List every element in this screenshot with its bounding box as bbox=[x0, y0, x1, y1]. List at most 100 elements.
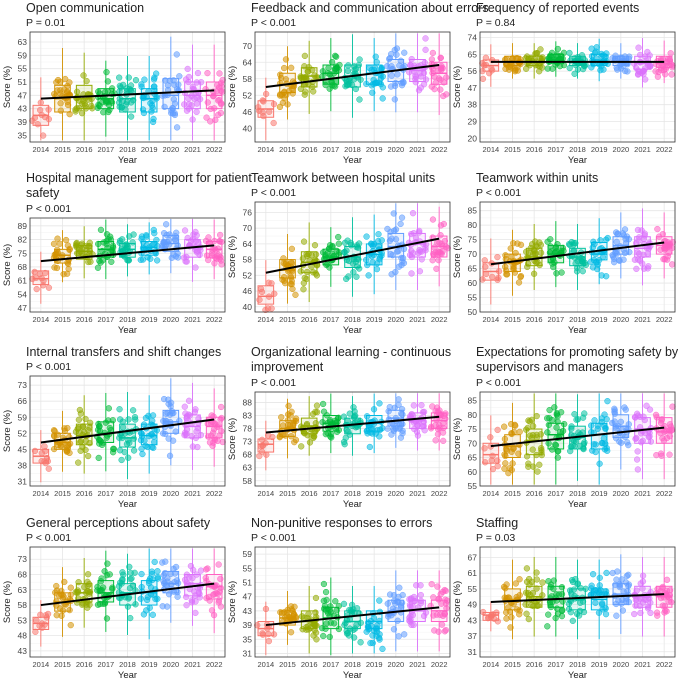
data-point bbox=[320, 632, 327, 640]
data-point bbox=[282, 56, 290, 63]
data-point bbox=[554, 45, 561, 53]
data-point bbox=[320, 597, 327, 604]
data-point bbox=[573, 416, 580, 423]
data-point bbox=[82, 446, 89, 454]
data-point bbox=[285, 402, 292, 410]
y-tick-label: 59 bbox=[18, 50, 28, 60]
data-point bbox=[181, 227, 189, 234]
y-tick-label: 38 bbox=[468, 100, 478, 110]
y-tick-label: 73 bbox=[243, 437, 253, 447]
x-tick-label: 2017 bbox=[322, 660, 339, 669]
data-point bbox=[429, 216, 437, 223]
data-point bbox=[384, 225, 391, 233]
y-tick-label: 74 bbox=[468, 33, 478, 43]
panel-7: Internal transfers and shift changes P < … bbox=[2, 345, 226, 510]
p-value: P = 0.84 bbox=[476, 17, 515, 29]
x-tick-label: 2019 bbox=[591, 145, 608, 154]
data-point bbox=[173, 51, 180, 58]
data-point bbox=[97, 259, 104, 266]
data-point bbox=[546, 414, 553, 422]
y-tick-label: 58 bbox=[243, 476, 253, 486]
data-point bbox=[350, 404, 357, 411]
y-tick-label: 54 bbox=[18, 289, 28, 299]
data-point bbox=[558, 269, 565, 276]
y-tick-label: 56 bbox=[468, 66, 478, 76]
x-tick-label: 2022 bbox=[431, 145, 448, 154]
y-tick-label: 68 bbox=[18, 570, 28, 580]
x-tick-label: 2019 bbox=[141, 489, 158, 498]
x-tick-label: 2017 bbox=[547, 489, 564, 498]
y-tick-label: 70 bbox=[468, 249, 478, 259]
x-tick-label: 2018 bbox=[344, 145, 361, 154]
data-point bbox=[193, 108, 200, 116]
data-point bbox=[322, 430, 329, 438]
data-point bbox=[428, 580, 435, 588]
box-2014 bbox=[32, 270, 50, 286]
data-point bbox=[523, 565, 531, 572]
data-point bbox=[192, 264, 199, 271]
data-point bbox=[125, 454, 132, 461]
data-point bbox=[56, 240, 64, 247]
y-tick-label: 66 bbox=[18, 396, 28, 406]
data-point bbox=[600, 66, 607, 73]
y-tick-label: 68 bbox=[243, 450, 253, 460]
y-tick-label: 47 bbox=[243, 592, 253, 602]
y-tick-label: 82 bbox=[18, 235, 28, 245]
x-tick-label: 2020 bbox=[162, 489, 179, 498]
data-point bbox=[150, 444, 157, 452]
data-point bbox=[574, 66, 582, 73]
data-point bbox=[153, 257, 161, 264]
data-point bbox=[319, 400, 327, 408]
data-point bbox=[142, 414, 150, 422]
y-tick-label: 55 bbox=[468, 293, 478, 303]
x-tick-label: 2022 bbox=[206, 660, 223, 669]
data-point bbox=[67, 584, 74, 591]
p-value: P < 0.001 bbox=[251, 187, 296, 199]
data-point bbox=[620, 256, 627, 263]
y-tick-label: 39 bbox=[18, 117, 28, 127]
data-point bbox=[301, 52, 309, 60]
data-point bbox=[103, 571, 110, 579]
data-point bbox=[132, 77, 140, 84]
data-point bbox=[428, 56, 436, 63]
data-point bbox=[533, 49, 541, 57]
data-point bbox=[662, 607, 669, 614]
y-axis-title: Score (%) bbox=[452, 66, 463, 108]
data-point bbox=[530, 463, 537, 470]
box-2018 bbox=[119, 423, 136, 448]
x-tick-label: 2022 bbox=[431, 315, 448, 324]
data-point bbox=[313, 272, 321, 279]
panel-title: General perceptions about safety bbox=[26, 516, 211, 530]
data-point bbox=[525, 417, 532, 424]
data-point bbox=[494, 253, 501, 261]
data-point bbox=[159, 559, 166, 566]
data-point bbox=[397, 220, 404, 228]
data-point bbox=[279, 99, 287, 106]
data-point bbox=[638, 227, 645, 234]
data-point bbox=[77, 410, 85, 417]
x-tick-label: 2021 bbox=[184, 660, 201, 669]
data-point bbox=[544, 238, 551, 245]
y-tick-label: 48 bbox=[18, 631, 28, 641]
data-point bbox=[194, 443, 201, 451]
x-tick-label: 2014 bbox=[482, 315, 499, 324]
data-point bbox=[311, 242, 319, 249]
y-axis-title: Score (%) bbox=[227, 66, 238, 108]
y-tick-label: 59 bbox=[18, 412, 28, 422]
x-tick-label: 2014 bbox=[32, 315, 49, 324]
data-point bbox=[353, 273, 360, 280]
y-tick-label: 64 bbox=[243, 57, 253, 67]
data-point bbox=[203, 566, 210, 573]
x-tick-label: 2022 bbox=[431, 489, 448, 498]
x-tick-label: 2021 bbox=[184, 145, 201, 154]
data-point bbox=[592, 448, 599, 456]
data-point bbox=[502, 460, 509, 467]
x-tick-label: 2014 bbox=[32, 145, 49, 154]
x-tick-label: 2014 bbox=[32, 489, 49, 498]
data-point bbox=[539, 579, 546, 586]
data-point bbox=[440, 92, 447, 100]
data-point bbox=[320, 580, 328, 588]
data-point bbox=[604, 398, 611, 405]
data-point bbox=[639, 572, 647, 579]
data-point bbox=[312, 408, 319, 415]
